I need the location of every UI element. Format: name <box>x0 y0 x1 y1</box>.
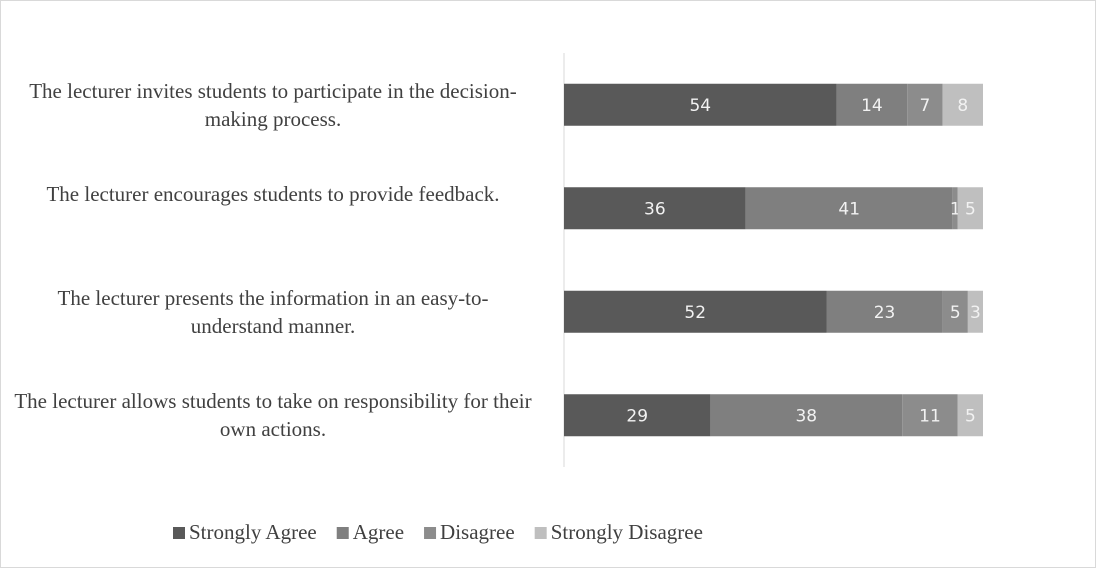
bar-segment <box>826 290 943 333</box>
value-label: 41 <box>838 199 860 219</box>
value-label: 5 <box>965 406 976 426</box>
bar-segment <box>836 83 908 126</box>
category-label: The lecturer presents the information in… <box>57 285 489 338</box>
bar-segment <box>967 290 983 333</box>
bar-segment <box>907 83 943 126</box>
bar-segment <box>942 290 968 333</box>
legend-label: Strongly Disagree <box>551 520 703 544</box>
category-label: The lecturer allows students to take on … <box>14 389 532 442</box>
legend-label: Disagree <box>440 520 515 544</box>
value-label: 14 <box>861 96 883 116</box>
value-label: 5 <box>950 303 961 323</box>
value-label: 1 <box>950 199 961 219</box>
legend-label: Agree <box>353 520 404 544</box>
value-label: 5 <box>965 199 976 219</box>
legend-swatch <box>173 527 185 539</box>
value-label: 3 <box>970 303 981 323</box>
value-label: 38 <box>795 406 817 426</box>
bar-segment <box>564 187 746 230</box>
bar-segment <box>710 394 903 437</box>
bar-segment <box>745 187 953 230</box>
bar-segment <box>564 83 837 126</box>
category-label: The lecturer encourages students to prov… <box>46 182 500 207</box>
value-label: 23 <box>874 303 896 323</box>
legend-swatch <box>336 527 349 539</box>
legend-label: Strongly Agree <box>189 520 317 544</box>
legend-swatch <box>534 527 547 539</box>
bar-segment <box>952 187 958 230</box>
value-label: 29 <box>626 406 648 426</box>
category-label: The lecturer invites students to partici… <box>29 78 517 131</box>
bar-segment <box>564 290 827 333</box>
legend-swatch <box>424 527 437 539</box>
bar-segment <box>957 394 983 437</box>
value-label: 11 <box>919 406 941 426</box>
value-label: 36 <box>644 199 666 219</box>
bar-segment <box>902 394 958 437</box>
bar-segment <box>564 394 711 437</box>
bar-segment <box>942 83 983 126</box>
value-label: 7 <box>920 96 931 116</box>
value-label: 52 <box>684 303 706 323</box>
value-label: 54 <box>689 96 711 116</box>
bar-segment <box>957 187 983 230</box>
value-label: 8 <box>957 96 968 116</box>
